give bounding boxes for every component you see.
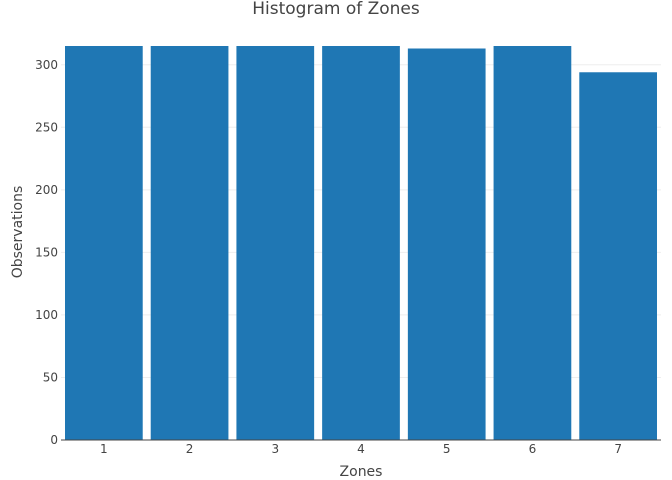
x-ticks-layer: 1 2 3 4 5 6 7	[100, 442, 622, 456]
x-tick-label: 4	[357, 442, 365, 456]
y-tick-label: 150	[35, 245, 58, 259]
histogram-bar	[579, 72, 657, 441]
bars-layer	[65, 46, 657, 441]
x-tick-label: 1	[100, 442, 108, 456]
y-ticks-layer: 0 50 100 150 200 250 300	[35, 58, 58, 447]
y-tick-label: 200	[35, 183, 58, 197]
y-tick-label: 0	[50, 433, 58, 447]
histogram-bar	[493, 46, 572, 440]
x-tick-label: 7	[614, 442, 622, 456]
y-tick-label: 100	[35, 308, 58, 322]
x-tick-label: 6	[529, 442, 537, 456]
y-tick-label: 300	[35, 58, 58, 72]
y-tick-label: 50	[43, 370, 58, 384]
x-axis-label: Zones	[340, 464, 383, 480]
histogram-bar	[236, 46, 315, 440]
chart-title: Histogram of Zones	[252, 0, 420, 19]
histogram-bar	[65, 46, 143, 440]
y-axis-label: Observations	[10, 186, 26, 279]
x-tick-label: 2	[186, 442, 194, 456]
histogram-bar	[322, 46, 400, 440]
y-tick-label: 250	[35, 120, 58, 134]
histogram-bar	[407, 48, 486, 440]
x-tick-label: 3	[271, 442, 279, 456]
histogram-bar	[150, 46, 229, 440]
x-tick-label: 5	[443, 442, 451, 456]
